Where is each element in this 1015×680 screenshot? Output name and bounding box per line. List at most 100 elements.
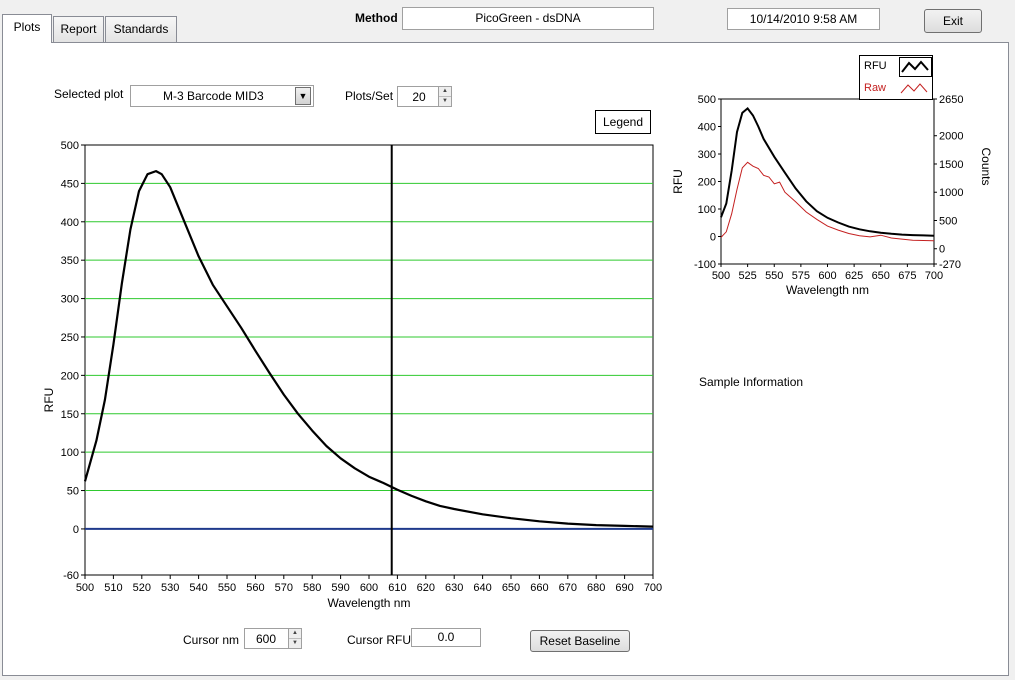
x-tick-label: 570 [275,582,293,594]
mini-y-tick-label: 400 [698,122,716,134]
tab-standards[interactable]: Standards [105,16,177,42]
selected-plot-select[interactable]: M-3 Barcode MID3 [130,85,314,107]
legend-raw-swatch [899,79,932,99]
y-tick-label: 50 [67,486,79,498]
tab-plots[interactable]: Plots [2,14,52,43]
mini-x-tick-label: 575 [792,270,810,282]
x-axis-label: Wavelength nm [328,596,411,610]
spin-up-icon[interactable]: ▲ [289,629,301,639]
x-tick-label: 640 [473,582,491,594]
mini-chart-legend: RFU Raw [859,55,933,100]
legend-button[interactable]: Legend [595,110,651,134]
datetime-display: 10/14/2010 9:58 AM [727,8,880,30]
y-tick-label: 0 [73,524,79,536]
y-tick-label: 150 [61,409,79,421]
mini-y2-tick-label: 0 [939,244,945,256]
spin-down-icon[interactable]: ▼ [292,640,298,647]
spin-up-icon[interactable]: ▲ [439,87,451,97]
cursor-nm-value: 600 [255,632,277,646]
y-tick-label: 200 [61,370,79,382]
selected-plot-value: M-3 Barcode MID3 [163,89,264,103]
y-tick-label: 250 [61,332,79,344]
y-tick-label: 500 [61,140,79,152]
x-tick-label: 650 [502,582,520,594]
x-tick-label: 580 [303,582,321,594]
x-tick-label: 510 [104,582,122,594]
mini-x-tick-label: 625 [845,270,863,282]
legend-item-raw: Raw [860,79,898,99]
mini-y2-tick-label: 2000 [939,131,963,143]
mini-y-tick-label: -100 [694,259,716,271]
x-tick-label: 560 [246,582,264,594]
y-axis-label: RFU [42,388,56,413]
exit-button[interactable]: Exit [924,9,982,33]
x-tick-label: 690 [615,582,633,594]
legend-item-rfu: RFU [860,56,898,78]
y-tick-label: 400 [61,217,79,229]
plots-per-set-spinner[interactable]: ▲ ▼ [438,87,451,106]
mini-y2-tick-label: -270 [939,259,961,271]
mini-y-tick-label: 100 [698,204,716,216]
plot-area [84,144,654,576]
x-tick-label: 530 [161,582,179,594]
y-tick-label: 300 [61,294,79,306]
x-tick-label: 600 [360,582,378,594]
cursor-nm-label: Cursor nm [183,633,240,647]
x-tick-label: 610 [388,582,406,594]
mini-y2-tick-label: 1500 [939,159,963,171]
mini-raw-series-line [720,161,935,242]
mini-x-tick-label: 525 [738,270,756,282]
mini-y-tick-label: 500 [698,94,716,106]
mini-x-tick-label: 700 [925,270,943,282]
x-tick-label: 680 [587,582,605,594]
mini-x-tick-label: 550 [765,270,783,282]
cursor-nm-spinner[interactable]: ▲ ▼ [288,629,301,648]
x-tick-label: 550 [218,582,236,594]
x-tick-label: 520 [133,582,151,594]
rfu-series-line [83,169,654,528]
plots-per-set-value: 20 [412,90,426,104]
y-tick-label: 100 [61,447,79,459]
method-field[interactable]: PicoGreen - dsDNA [402,7,654,30]
mini-spectrum-chart: -100 0 100 200 300 400 500 -270 0 500 1000 1500 2000… [671,94,993,297]
x-tick-label: 590 [331,582,349,594]
mini-y2-tick-label: 2650 [939,94,963,106]
mini-x-axis-label: Wavelength nm [786,283,869,297]
mini-y-axis-label: RFU [671,169,685,194]
mini-y-tick-label: 200 [698,177,716,189]
plots-panel: Selected plot M-3 Barcode MID3 ▼ Plots/S… [2,42,1009,676]
mini-y2-tick-label: 500 [939,215,957,227]
spin-down-icon[interactable]: ▼ [442,98,448,105]
legend-raw-label: Raw [864,82,887,94]
x-tick-label: 630 [445,582,463,594]
legend-rfu-swatch [899,57,932,77]
x-tick-label: 500 [76,582,94,594]
mini-x-tick-label: 650 [872,270,890,282]
tab-report[interactable]: Report [53,16,104,42]
reset-baseline-button[interactable]: Reset Baseline [530,630,630,652]
x-tick-label: 540 [189,582,207,594]
mini-plot-area [720,98,935,265]
selected-plot-label: Selected plot [54,87,124,101]
y-tick-label: 450 [61,178,79,190]
mini-y2-tick-label: 1000 [939,187,963,199]
mini-y-tick-label: 300 [698,149,716,161]
cursor-rfu-display: 0.0 [411,628,481,647]
mini-x-tick-label: 600 [818,270,836,282]
y-tick-label: 350 [61,255,79,267]
main-spectrum-chart: -60 0 50 100 150 200 250 300 350 400 450 500 500 510 5… [42,140,662,610]
x-tick-label: 670 [559,582,577,594]
legend-rfu-label: RFU [864,60,887,72]
mini-y-tick-label: 0 [710,232,716,244]
chevron-down-icon[interactable]: ▼ [295,87,311,105]
mini-x-tick-label: 675 [898,270,916,282]
x-tick-label: 700 [644,582,662,594]
x-tick-label: 660 [530,582,548,594]
plots-per-set-input[interactable]: 20 ▲ ▼ [397,86,452,107]
mini-y2-axis-label: Counts [979,147,993,185]
x-tick-label: 620 [417,582,435,594]
method-label: Method [355,11,398,25]
mini-x-tick-label: 500 [712,270,730,282]
cursor-nm-input[interactable]: 600 ▲ ▼ [244,628,302,649]
mini-rfu-series-line [720,106,935,237]
